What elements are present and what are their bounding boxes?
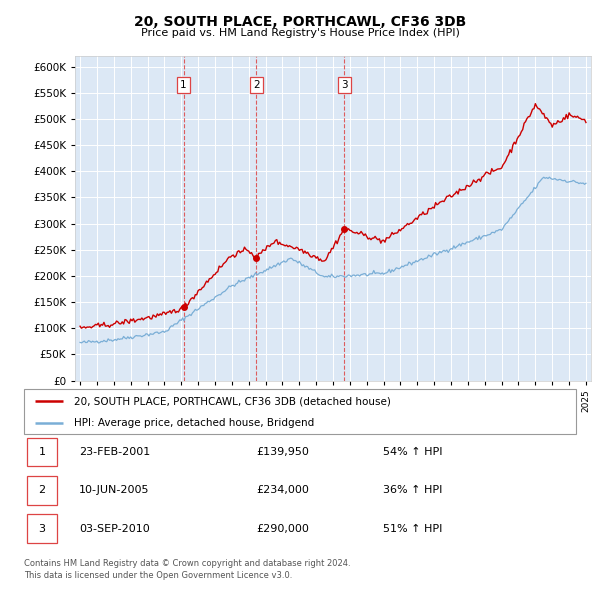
Text: 23-FEB-2001: 23-FEB-2001 [79, 447, 151, 457]
Text: £139,950: £139,950 [256, 447, 309, 457]
Text: 10-JUN-2005: 10-JUN-2005 [79, 486, 150, 495]
Text: £290,000: £290,000 [256, 524, 309, 533]
Text: 54% ↑ HPI: 54% ↑ HPI [383, 447, 442, 457]
Bar [27, 438, 57, 466]
Text: 1: 1 [180, 80, 187, 90]
Text: 2: 2 [38, 486, 46, 495]
Bar [27, 514, 57, 543]
Text: 20, SOUTH PLACE, PORTHCAWL, CF36 3DB: 20, SOUTH PLACE, PORTHCAWL, CF36 3DB [134, 15, 466, 29]
Bar [27, 476, 57, 504]
Text: Price paid vs. HM Land Registry's House Price Index (HPI): Price paid vs. HM Land Registry's House … [140, 28, 460, 38]
Text: 3: 3 [38, 524, 46, 533]
Text: 1: 1 [38, 447, 46, 457]
Text: 36% ↑ HPI: 36% ↑ HPI [383, 486, 442, 495]
Text: 20, SOUTH PLACE, PORTHCAWL, CF36 3DB (detached house): 20, SOUTH PLACE, PORTHCAWL, CF36 3DB (de… [74, 396, 391, 407]
Text: 2: 2 [253, 80, 259, 90]
Text: 51% ↑ HPI: 51% ↑ HPI [383, 524, 442, 533]
Text: £234,000: £234,000 [256, 486, 309, 495]
Text: Contains HM Land Registry data © Crown copyright and database right 2024.
This d: Contains HM Land Registry data © Crown c… [24, 559, 350, 580]
Text: 03-SEP-2010: 03-SEP-2010 [79, 524, 150, 533]
Text: HPI: Average price, detached house, Bridgend: HPI: Average price, detached house, Brid… [74, 418, 314, 428]
Text: 3: 3 [341, 80, 347, 90]
